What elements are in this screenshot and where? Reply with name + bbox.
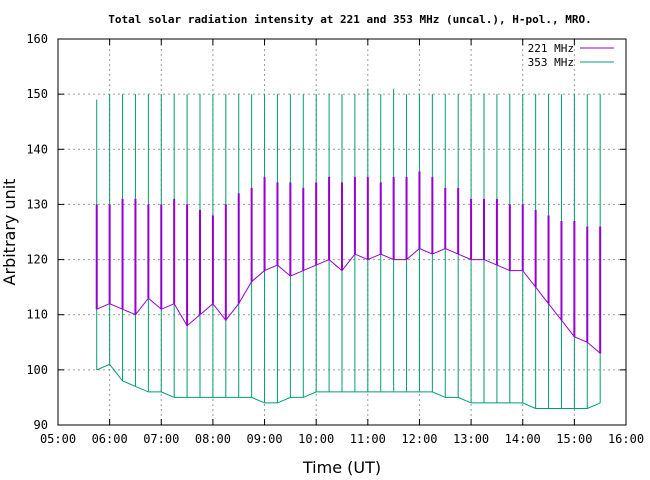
x-tick-label: 10:00 [298,432,334,446]
legend-label: 221 MHz [528,42,574,55]
y-tick-label: 150 [26,87,48,101]
x-tick-label: 16:00 [608,432,644,446]
x-tick-label: 15:00 [556,432,592,446]
y-tick-label: 120 [26,253,48,267]
x-tick-label: 07:00 [143,432,179,446]
series-221-mhz [95,171,602,354]
y-axis-label: Arbitrary unit [0,179,19,286]
series-line-221-mhz [96,247,601,354]
y-tick-label: 160 [26,32,48,46]
series-line-353-mhz [96,363,601,409]
y-tick-label: 90 [34,418,48,432]
x-tick-label: 08:00 [195,432,231,446]
chart-title: Total solar radiation intensity at 221 a… [108,13,591,26]
x-tick-label: 14:00 [505,432,541,446]
x-tick-label: 09:00 [246,432,282,446]
x-tick-label: 11:00 [350,432,386,446]
x-axis-label: Time (UT) [302,458,381,477]
x-tick-label: 05:00 [40,432,76,446]
x-tick-label: 13:00 [453,432,489,446]
y-tick-label: 130 [26,197,48,211]
y-tick-label: 110 [26,308,48,322]
legend-label: 353 MHz [528,56,574,69]
series-layer [95,88,602,409]
plot-frame [57,38,627,426]
y-tick-label: 140 [26,142,48,156]
x-tick-label: 12:00 [401,432,437,446]
tick-layer: 05:00 06:00 07:00 08:00 09:00 10:00 11:00 12:00… [26,32,644,446]
y-tick-label: 100 [26,363,48,377]
x-tick-label: 06:00 [92,432,128,446]
series-353-mhz [96,88,601,409]
